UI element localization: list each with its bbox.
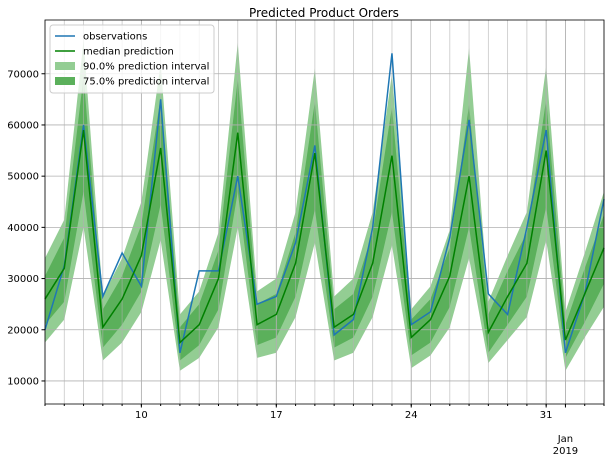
x-tick-label: 31: [540, 410, 553, 421]
legend: observations median prediction 90.0% predi…: [49, 24, 215, 94]
chart-title: Predicted Product Orders: [249, 6, 399, 20]
legend-swatch: [55, 77, 75, 85]
y-tick-label: 60000: [7, 120, 39, 131]
x-tick-label: 24: [405, 410, 418, 421]
y-tick-label: 20000: [7, 325, 39, 336]
y-tick-label: 30000: [7, 274, 39, 285]
plot-frame: [44, 19, 605, 405]
legend-label: 90.0% prediction interval: [83, 62, 209, 73]
legend-label: median prediction: [83, 47, 174, 58]
y-tick-label: 50000: [7, 172, 39, 183]
series-line: [44, 129, 605, 345]
y-tick-label: 70000: [7, 69, 39, 80]
x-tick-label: Jan 2019: [553, 434, 578, 457]
prediction-band: [45, 40, 604, 371]
y-tick-label: 40000: [7, 223, 39, 234]
legend-label: observations: [83, 32, 147, 43]
x-tick-label: 10: [135, 410, 148, 421]
legend-box: [49, 24, 215, 94]
legend-swatch: [55, 62, 75, 70]
legend-label: 75.0% prediction interval: [83, 77, 209, 88]
x-tick-label: 17: [270, 410, 283, 421]
y-tick-label: 10000: [7, 376, 39, 387]
